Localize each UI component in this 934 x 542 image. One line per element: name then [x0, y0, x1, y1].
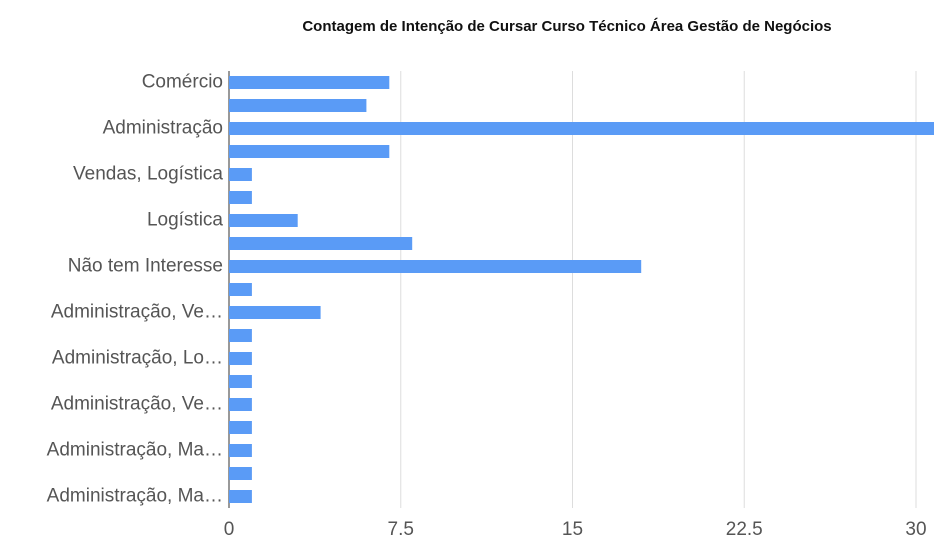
y-tick-label: Administração — [103, 118, 223, 139]
y-tick-label: Administração, Ve… — [51, 394, 223, 415]
x-tick-label: 7.5 — [388, 519, 414, 540]
bar — [229, 467, 252, 480]
bar — [229, 375, 252, 388]
x-tick-label: 0 — [224, 519, 235, 540]
bar — [229, 283, 252, 296]
y-tick-label: Administração, Ma… — [47, 486, 223, 507]
chart-title: Contagem de Intenção de Cursar Curso Téc… — [302, 18, 831, 35]
bar — [229, 76, 390, 89]
y-tick-label: Não tem Interesse — [68, 256, 223, 277]
bar — [229, 490, 252, 503]
y-tick-label: Vendas, Logística — [73, 164, 223, 185]
x-tick-label: 30 — [905, 519, 926, 540]
bar — [229, 168, 252, 181]
y-tick-label: Administração, Ma… — [47, 440, 223, 461]
bar — [229, 421, 252, 434]
bar — [229, 329, 252, 342]
bar — [229, 191, 252, 204]
y-tick-label: Administração, Ve… — [51, 302, 223, 323]
bar — [229, 306, 321, 319]
x-tick-label: 15 — [562, 519, 583, 540]
bar — [229, 214, 298, 227]
bar — [229, 237, 413, 250]
bar — [229, 444, 252, 457]
bar — [229, 145, 390, 158]
y-tick-label: Administração, Lo… — [52, 348, 223, 369]
y-tick-label: Logística — [147, 210, 223, 231]
bar — [229, 398, 252, 411]
bar — [229, 122, 934, 135]
bar — [229, 260, 642, 273]
bar — [229, 99, 367, 112]
bar — [229, 352, 252, 365]
x-tick-label: 22.5 — [726, 519, 763, 540]
y-tick-label: Comércio — [142, 72, 223, 93]
